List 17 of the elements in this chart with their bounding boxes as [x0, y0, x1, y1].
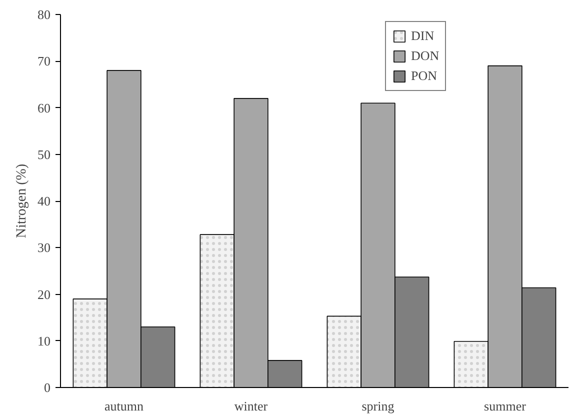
y-tick-label: 80 [38, 7, 50, 22]
y-tick-label: 60 [38, 100, 50, 116]
y-tick-label: 10 [38, 333, 50, 348]
y-tick-label: 40 [38, 194, 50, 208]
legend-label: DIN [411, 28, 434, 44]
y-tick-label: 30 [38, 240, 50, 256]
x-tick-label: spring [362, 398, 395, 414]
x-tick-label: summer [484, 398, 527, 414]
y-tick-label: 70 [38, 54, 50, 69]
legend-label: DON [411, 48, 440, 64]
legend-label: PON [411, 68, 438, 84]
y-tick-label: 50 [38, 146, 50, 162]
y-tick-label: 0 [44, 380, 50, 395]
x-tick-label: autumn [104, 398, 144, 414]
y-axis-title: Nitrogen (%) [14, 164, 30, 238]
x-tick-label: winter [234, 398, 268, 414]
y-tick-label: 20 [38, 286, 50, 302]
